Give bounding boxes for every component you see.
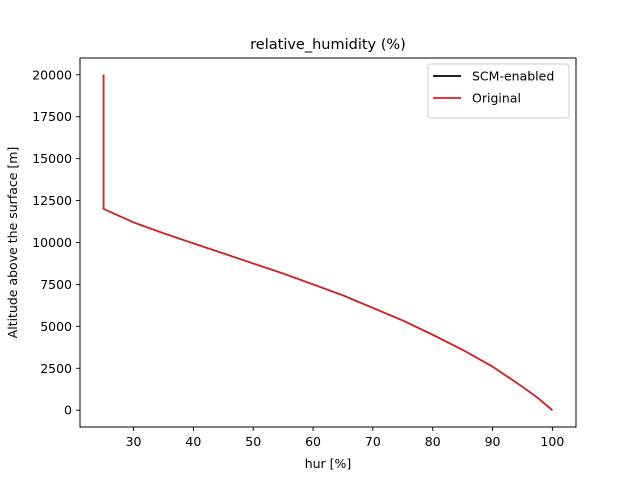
series-line-1 [102, 74, 553, 411]
chart-title: relative_humidity (%) [250, 37, 406, 53]
series-layer [102, 74, 553, 411]
legend-label-0: SCM-enabled [472, 69, 554, 84]
y-tick-label-0: 0 [64, 403, 72, 418]
x-tick-label-3: 60 [305, 434, 321, 449]
y-axis: 0 2500 5000 7500 10000 12500 15000 17500 20000 [32, 67, 80, 418]
y-tick-label-4: 10000 [32, 235, 72, 250]
legend: SCM-enabled Original [427, 63, 570, 119]
y-tick-label-2: 5000 [40, 319, 72, 334]
x-tick-label-5: 80 [425, 434, 441, 449]
x-tick-label-6: 90 [485, 434, 501, 449]
y-tick-label-8: 20000 [32, 67, 72, 82]
y-axis-label: Altitude above the surface [m] [5, 147, 20, 339]
x-tick-label-1: 40 [185, 434, 201, 449]
x-tick-label-0: 30 [126, 434, 142, 449]
x-tick-label-4: 70 [365, 434, 381, 449]
y-tick-label-3: 7500 [40, 277, 72, 292]
x-axis-label: hur [%] [305, 456, 352, 471]
y-tick-label-7: 17500 [32, 109, 72, 124]
legend-label-1: Original [472, 91, 521, 106]
y-tick-label-6: 15000 [32, 151, 72, 166]
x-tick-label-2: 50 [245, 434, 261, 449]
x-tick-label-7: 100 [540, 434, 564, 449]
y-tick-label-5: 12500 [32, 193, 72, 208]
y-tick-label-1: 2500 [40, 361, 72, 376]
x-axis: 30 40 50 60 70 80 90 100 [126, 427, 564, 449]
legend-box [427, 63, 570, 119]
